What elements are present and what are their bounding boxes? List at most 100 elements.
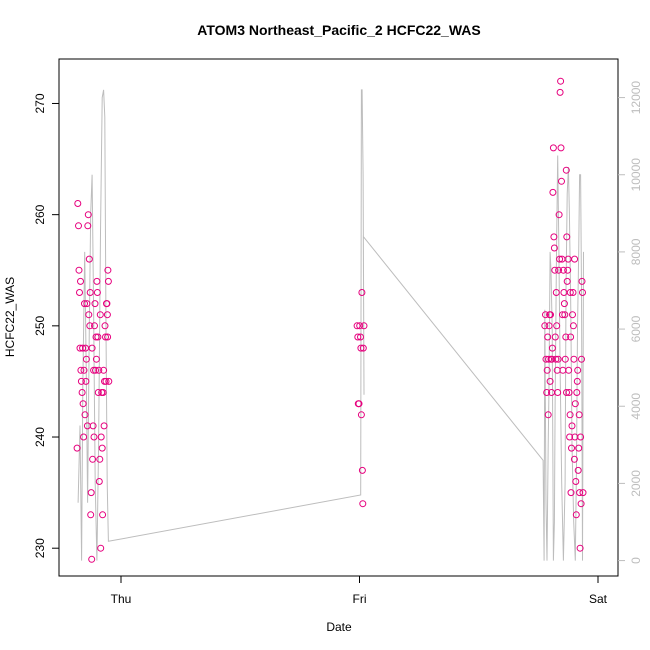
data-point xyxy=(550,233,558,241)
data-point xyxy=(357,333,364,341)
data-point xyxy=(566,411,574,419)
data-point xyxy=(579,289,586,296)
data-point xyxy=(561,311,569,319)
data-point xyxy=(568,422,576,430)
y-tick-label-0: 230 xyxy=(33,538,47,558)
data-point xyxy=(548,344,556,352)
data-point xyxy=(566,433,574,441)
data-point xyxy=(568,444,575,452)
data-point xyxy=(552,355,560,363)
data-point xyxy=(543,366,551,374)
y2-tick-label-1: 2000 xyxy=(629,470,643,497)
data-point xyxy=(90,366,98,374)
data-point xyxy=(573,377,581,385)
data-point xyxy=(80,366,88,374)
data-point xyxy=(358,289,366,296)
data-point xyxy=(75,266,83,274)
x-axis-label: Date xyxy=(326,620,352,634)
data-point xyxy=(551,333,559,341)
data-point xyxy=(569,322,577,330)
data-point xyxy=(99,389,107,396)
data-point xyxy=(89,455,97,463)
y-tick-label-4: 270 xyxy=(33,93,47,113)
data-point xyxy=(85,311,93,319)
data-point xyxy=(572,511,580,519)
data-point xyxy=(569,311,576,319)
points-series xyxy=(73,77,587,563)
x-tick-label-2: Sat xyxy=(589,592,608,606)
x-axis: Thu Fri Sat xyxy=(111,576,608,606)
data-point xyxy=(354,333,362,341)
data-point xyxy=(558,177,565,185)
data-point xyxy=(79,400,87,408)
data-point xyxy=(74,200,82,207)
data-point xyxy=(557,144,565,152)
altitude-line xyxy=(77,89,584,561)
data-point xyxy=(561,355,569,363)
data-point xyxy=(549,144,557,152)
data-point xyxy=(78,389,86,396)
data-point xyxy=(101,322,109,330)
data-point xyxy=(76,289,83,296)
data-point xyxy=(559,266,567,274)
data-point xyxy=(97,433,105,441)
data-point xyxy=(353,322,361,330)
data-point xyxy=(556,88,564,96)
data-point xyxy=(557,77,565,85)
data-point xyxy=(571,255,579,263)
x-tick-label-1: Fri xyxy=(353,592,367,606)
data-point xyxy=(95,366,103,374)
data-point xyxy=(98,444,106,452)
data-point xyxy=(95,478,103,485)
data-point xyxy=(551,266,559,274)
data-point xyxy=(572,478,580,485)
data-point xyxy=(77,366,85,374)
data-point xyxy=(100,366,108,374)
data-point xyxy=(88,344,96,352)
data-point xyxy=(550,244,558,252)
data-point xyxy=(92,366,99,374)
data-point xyxy=(546,377,554,385)
data-point xyxy=(563,233,571,241)
data-point xyxy=(82,355,90,363)
data-point xyxy=(360,322,368,330)
data-point xyxy=(554,389,562,396)
y2-tick-label-2: 4000 xyxy=(629,393,643,420)
data-point xyxy=(94,333,102,341)
data-point xyxy=(104,266,112,274)
data-point xyxy=(566,289,574,296)
data-point xyxy=(356,322,364,330)
data-point xyxy=(359,500,367,508)
data-point xyxy=(103,300,111,308)
y2-tick-label-3: 6000 xyxy=(629,315,643,342)
y2-tick-label-0: 0 xyxy=(629,557,643,564)
data-point xyxy=(80,433,88,441)
y-tick-label-2: 250 xyxy=(33,316,47,336)
data-point xyxy=(357,411,365,419)
data-point xyxy=(97,544,105,552)
data-point xyxy=(99,511,107,519)
data-point xyxy=(83,300,91,308)
data-point xyxy=(559,311,566,319)
y-tick-label-3: 260 xyxy=(33,204,47,224)
data-point xyxy=(541,322,549,330)
data-point xyxy=(577,433,585,441)
altitude-series xyxy=(77,89,584,561)
y-axis-right: 0 2000 4000 6000 8000 10000 12000 xyxy=(618,81,643,564)
data-point xyxy=(82,344,89,352)
data-point xyxy=(93,289,101,296)
data-point xyxy=(552,289,560,296)
data-point xyxy=(96,455,104,463)
data-point xyxy=(104,277,112,285)
data-point xyxy=(562,166,570,174)
data-point xyxy=(578,355,585,363)
data-point xyxy=(85,255,93,263)
data-point xyxy=(559,366,567,374)
data-point xyxy=(79,344,87,352)
data-point xyxy=(545,322,553,330)
data-point xyxy=(544,333,552,341)
data-point xyxy=(574,466,582,474)
data-point xyxy=(579,489,587,497)
y2-tick-label-5: 10000 xyxy=(629,158,643,192)
